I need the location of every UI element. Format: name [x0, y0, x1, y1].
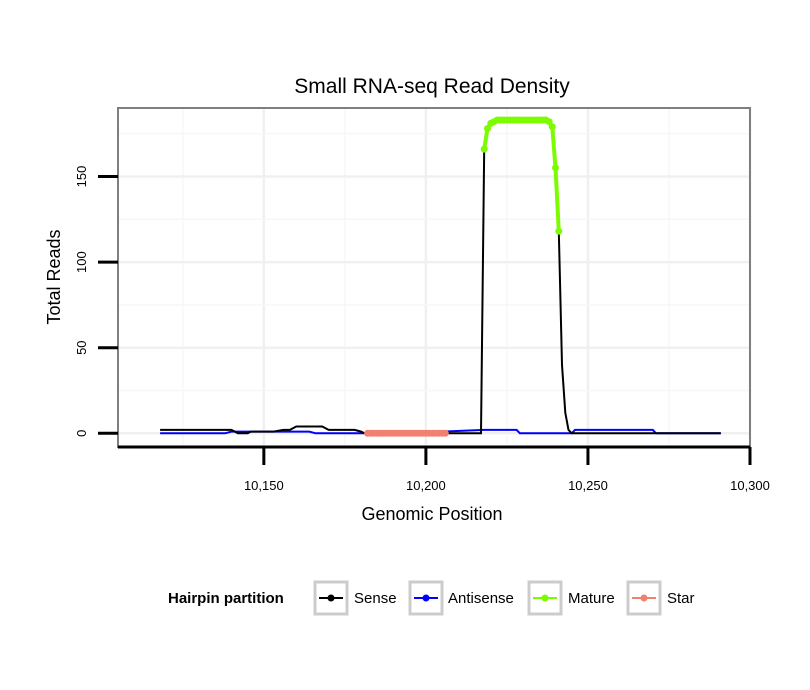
- legend-label: Star: [667, 590, 695, 607]
- legend-key-point: [422, 594, 430, 602]
- plot-panel: [118, 108, 750, 447]
- legend-item-antisense: Antisense: [408, 580, 514, 616]
- y-tick-label: 100: [74, 251, 89, 273]
- legend-title: Hairpin partition: [168, 590, 284, 607]
- data-point-mature: [545, 118, 553, 126]
- data-point-mature: [484, 125, 491, 132]
- chart-title: Small RNA-seq Read Density: [294, 75, 570, 98]
- y-axis: 0 50 100 150: [74, 166, 118, 437]
- data-point-mature: [555, 227, 563, 235]
- y-tick-label: 150: [74, 166, 89, 188]
- x-axis-title: Genomic Position: [361, 504, 502, 524]
- x-tick-label: 10,150: [244, 478, 284, 493]
- legend-item-mature: Mature: [527, 580, 615, 616]
- legend-label: Sense: [354, 590, 397, 607]
- legend-label: Mature: [568, 590, 615, 607]
- legend-item-sense: Sense: [313, 580, 397, 616]
- data-point-mature: [548, 123, 556, 131]
- legend-item-star: Star: [626, 580, 695, 616]
- legend-key-point: [327, 594, 335, 602]
- y-tick-label: 0: [74, 430, 89, 437]
- legend: Hairpin partition Sense Antisense Mature St…: [168, 580, 695, 616]
- x-tick-label: 10,250: [568, 478, 608, 493]
- y-tick-label: 50: [74, 340, 89, 354]
- legend-label: Antisense: [448, 590, 514, 607]
- legend-key-point: [541, 594, 549, 602]
- series-line-sense: [160, 119, 721, 435]
- series-layer: [160, 116, 721, 437]
- data-point-mature: [552, 164, 559, 172]
- data-point-star: [441, 429, 449, 437]
- y-axis-title: Total Reads: [44, 229, 64, 324]
- x-tick-label: 10,200: [406, 478, 446, 493]
- legend-key-point: [640, 594, 648, 602]
- x-axis: 10,150 10,200 10,250 10,300: [118, 445, 770, 493]
- data-point-mature: [480, 145, 488, 153]
- x-tick-label: 10,300: [730, 478, 770, 493]
